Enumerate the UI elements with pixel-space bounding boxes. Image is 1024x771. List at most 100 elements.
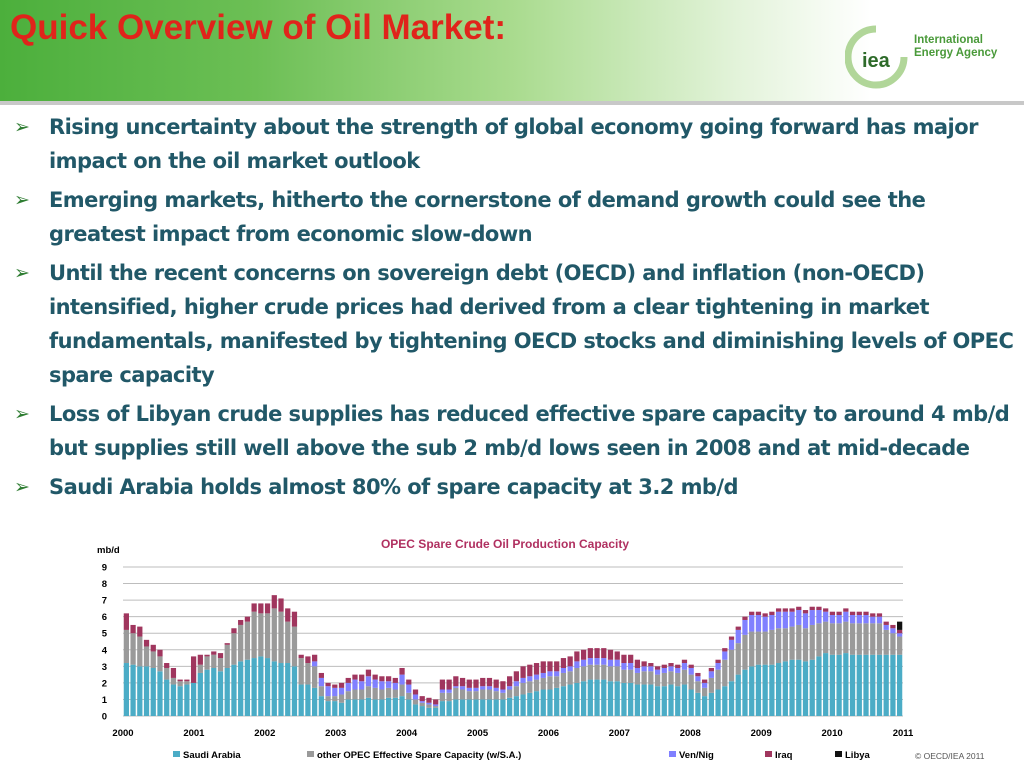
bar-segment	[628, 663, 634, 670]
bar-segment	[177, 679, 183, 682]
bar-segment	[775, 628, 782, 664]
bar-segment	[863, 615, 869, 624]
bar-segment	[419, 706, 425, 716]
bar-segment	[607, 659, 614, 667]
y-tick-label: 0	[102, 712, 107, 723]
bar-segment	[789, 611, 795, 627]
x-tick-label: 2010	[822, 728, 843, 739]
bar-segment	[352, 689, 358, 700]
bullet-text: Rising uncertainty about the strength of…	[49, 115, 978, 173]
bar-segment	[634, 684, 641, 716]
bar-segment	[224, 667, 230, 716]
bar-segment	[554, 687, 560, 716]
bar-segment	[533, 691, 540, 716]
bar-segment	[587, 648, 593, 659]
bar-segment	[722, 659, 728, 687]
bar-segment	[823, 608, 829, 612]
spare-capacity-chart: OPEC Spare Crude Oil Production Capacity…	[85, 534, 945, 771]
bar-segment	[856, 615, 862, 624]
bar-segment	[762, 664, 768, 716]
bar-segment	[345, 677, 351, 683]
bar-segment	[238, 619, 244, 625]
bar-segment	[594, 679, 600, 716]
x-tick-label: 2005	[467, 728, 489, 739]
bar-segment	[453, 699, 459, 716]
bar-segment	[527, 676, 533, 682]
bar-segment	[473, 691, 479, 700]
bar-segment	[123, 629, 129, 664]
bar-segment	[870, 616, 876, 624]
bar-segment	[547, 661, 553, 672]
bar-segment	[554, 671, 560, 677]
bar-segment	[332, 684, 338, 688]
bar-segment	[190, 682, 197, 716]
bar-segment	[715, 659, 721, 664]
bar-segment	[641, 666, 647, 672]
bar-segment	[379, 699, 385, 716]
bar-segment	[204, 669, 210, 716]
bar-segment	[843, 653, 849, 716]
logo-line1: International	[914, 34, 984, 46]
bar-segment	[459, 689, 466, 700]
bar-segment	[547, 676, 553, 690]
bar-segment	[433, 707, 439, 716]
iea-logo-mark: iea	[862, 50, 891, 72]
bar-segment	[782, 628, 788, 662]
bar-segment	[177, 686, 183, 716]
bar-segment	[883, 621, 889, 625]
bar-segment	[580, 649, 587, 660]
bar-segment	[755, 664, 762, 716]
bar-segment	[385, 681, 392, 688]
bar-segment	[554, 676, 560, 688]
bar-segment	[480, 689, 486, 700]
bar-segment	[372, 687, 378, 700]
bar-segment	[332, 687, 338, 697]
bar-segment	[634, 672, 641, 685]
bar-segment	[843, 608, 849, 612]
bar-segment	[204, 656, 210, 670]
bar-segment	[641, 661, 647, 667]
bar-segment	[365, 686, 372, 698]
bar-segment	[338, 702, 345, 716]
bar-segment	[392, 682, 398, 690]
bar-segment	[507, 697, 513, 716]
bar-segment	[318, 686, 324, 697]
bar-segment	[312, 661, 318, 667]
bullet-item: ➢ Until the recent concerns on sovereign …	[14, 256, 1019, 392]
bar-segment	[473, 699, 479, 716]
chart-bars	[123, 595, 903, 716]
bar-segment	[419, 696, 425, 702]
bar-segment	[453, 687, 459, 700]
bar-segment	[258, 656, 264, 716]
bar-segment	[211, 667, 217, 716]
bar-segment	[769, 664, 775, 716]
bar-segment	[856, 623, 862, 655]
copyright: © OECD/IEA 2011	[915, 751, 985, 761]
bar-segment	[513, 696, 519, 716]
bar-segment	[628, 654, 634, 664]
bar-segment	[285, 663, 291, 716]
legend-label: Ven/Nig	[679, 750, 714, 761]
bar-segment	[883, 624, 889, 630]
bar-segment	[702, 696, 708, 716]
bar-segment	[312, 666, 318, 688]
bar-segment	[621, 669, 627, 683]
bar-segment	[876, 616, 883, 624]
bar-segment	[520, 677, 526, 683]
bar-segment	[681, 669, 688, 685]
legend-label: other OPEC Effective Spare Capacity (w/S…	[317, 750, 521, 761]
bar-segment	[742, 634, 748, 670]
chart-legend: Saudi Arabia other OPEC Effective Spare C…	[173, 750, 871, 761]
bar-segment	[264, 613, 271, 659]
bar-segment	[762, 616, 768, 632]
bar-segment	[379, 676, 385, 682]
bar-segment	[157, 656, 163, 672]
bar-segment	[184, 679, 190, 682]
bar-segment	[668, 684, 674, 716]
bar-segment	[184, 684, 190, 716]
bar-segment	[883, 654, 889, 716]
bar-segment	[587, 664, 593, 680]
bar-segment	[708, 692, 714, 716]
bar-segment	[762, 631, 768, 665]
bullet-item: ➢ Emerging markets, hitherto the cornerst…	[14, 183, 1019, 251]
